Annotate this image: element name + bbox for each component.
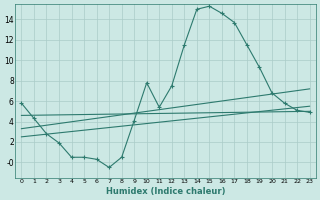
X-axis label: Humidex (Indice chaleur): Humidex (Indice chaleur) bbox=[106, 187, 225, 196]
